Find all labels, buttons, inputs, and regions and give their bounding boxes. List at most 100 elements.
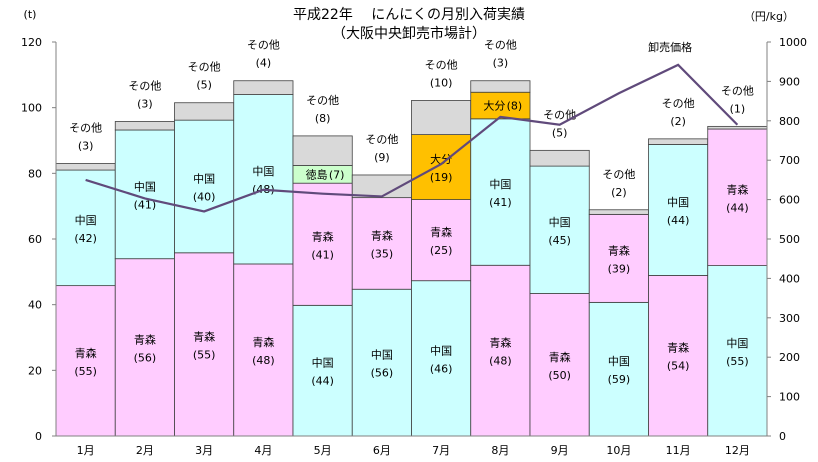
segment-name-label: 大分 [430, 152, 452, 166]
bar-segment [174, 119, 235, 254]
segment-name-label: その他 [543, 108, 576, 121]
segment-value-label: (44) [667, 214, 690, 227]
segment-name-label: その他 [662, 97, 695, 110]
bar-segment [588, 301, 649, 437]
y-left-tick-label: 40 [28, 299, 42, 312]
bar-segment [174, 252, 235, 437]
y-right-tick-label: 600 [779, 194, 800, 207]
labels-layer: 青森 (55) 中国 (42) その他 (3) 青森 (56) 中国 (41) その他 (3) 青森 (5… [69, 39, 754, 388]
segment-name-label: 中国 [252, 165, 274, 178]
segment-name-label: その他 [188, 61, 221, 74]
segment-name-label: 中国 [726, 337, 748, 350]
bar-segment [174, 102, 235, 121]
segment-value-label: (46) [430, 362, 453, 375]
segment-value-label: (55) [193, 348, 216, 361]
bar-segment [707, 125, 768, 130]
segment-name-label: 青森 [252, 335, 274, 349]
segment-name-label: 青森 [312, 229, 334, 243]
x-tick-label: 7月 [432, 444, 450, 457]
segment-name-label: 青森 [549, 350, 571, 364]
y-right-tick-label: 900 [779, 75, 800, 88]
y-right-tick-label: 1000 [779, 36, 807, 49]
segment-value-label: (55) [74, 365, 97, 378]
segment-value-label: (48) [489, 355, 512, 368]
segment-name-label: その他 [425, 58, 458, 71]
segment-value-label: (8) [315, 112, 331, 125]
segment-value-label: (25) [430, 244, 453, 257]
segment-value-label: (5) [196, 79, 212, 92]
y-right-tick-label: 200 [779, 351, 800, 364]
segment-value-label: (5) [552, 126, 568, 139]
bar-segment [529, 149, 590, 167]
segment-value-label: (10) [430, 76, 453, 89]
x-tick-label: 8月 [491, 444, 509, 457]
segment-value-label: (2) [611, 186, 627, 199]
segment-value-label: (19) [430, 171, 453, 184]
bar-segment [233, 263, 294, 437]
segment-name-label: その他 [365, 133, 398, 146]
segment-value-label: (3) [78, 139, 94, 152]
segment-value-label: (45) [548, 234, 571, 247]
bar-segment [233, 80, 294, 95]
chart-subtitle: （大阪中央卸売市場計） [332, 25, 486, 42]
price-line [85, 63, 739, 213]
bar-segment [648, 144, 709, 276]
y-right-unit: （円/kg） [744, 10, 794, 23]
segment-value-label: (44) [726, 201, 749, 214]
segment-name-label: 大分 [483, 99, 505, 113]
segment-name-label: 中国 [608, 355, 630, 368]
bar-segment [292, 304, 353, 437]
x-tick-label: 1月 [77, 444, 95, 457]
segment-name-label: 青森 [193, 329, 215, 343]
y-left-tick-label: 100 [21, 102, 42, 115]
bar-segment [470, 80, 531, 93]
bar-segment [411, 100, 472, 135]
segment-name-label: その他 [602, 168, 635, 181]
segment-value-label: (59) [608, 373, 631, 386]
bar-segment [55, 169, 116, 287]
x-tick-label: 4月 [254, 444, 272, 457]
segment-name-label: 中国 [312, 357, 334, 370]
segment-value-label: (48) [252, 354, 275, 367]
segment-name-label: 青森 [608, 243, 630, 257]
segment-value-label: (55) [726, 355, 749, 368]
bar-segment [707, 128, 768, 266]
y-right-tick-label: 700 [779, 154, 800, 167]
chart-title: 平成22年 にんにくの月別入荷実績 [293, 7, 525, 23]
bar-segment [470, 264, 531, 437]
x-tick-label: 5月 [314, 444, 332, 457]
segment-name-label: 青森 [371, 228, 393, 242]
segment-name-label: 青森 [667, 341, 689, 355]
segment-value-label: (41) [311, 248, 334, 261]
x-tick-label: 2月 [136, 444, 154, 457]
x-tick-label: 9月 [551, 444, 569, 457]
y-left-tick-label: 80 [28, 167, 42, 180]
segment-value-label: (40) [193, 190, 216, 203]
y-left-tick-label: 60 [28, 233, 42, 246]
y-left-tick-label: 120 [21, 36, 42, 49]
x-tick-label: 10月 [606, 444, 631, 457]
x-tick-label: 6月 [373, 444, 391, 457]
bar-segment [648, 275, 709, 437]
y-left-unit: (t) [24, 8, 37, 21]
segment-name-label: その他 [69, 121, 102, 134]
segment-name-label: 青森 [430, 225, 452, 239]
bar-segment [114, 121, 175, 131]
line-layer: 卸売価格 [85, 40, 739, 213]
segment-value-label: (9) [374, 151, 390, 164]
bar-segment [55, 285, 116, 437]
segment-name-label: 青森 [726, 182, 748, 196]
bar-segment [529, 165, 590, 294]
segment-name-label: 中国 [134, 180, 156, 193]
segment-value-label: (8) [507, 100, 523, 113]
bar-segment [292, 135, 353, 166]
bar-segment [707, 265, 768, 437]
y-left-tick-label: 0 [35, 430, 42, 443]
bar-segment [114, 258, 175, 437]
segment-value-label: (4) [256, 57, 272, 70]
bar-segment [55, 163, 116, 171]
bar-segment [233, 94, 294, 265]
segment-value-label: (7) [329, 168, 345, 181]
segment-value-label: (41) [134, 198, 157, 211]
